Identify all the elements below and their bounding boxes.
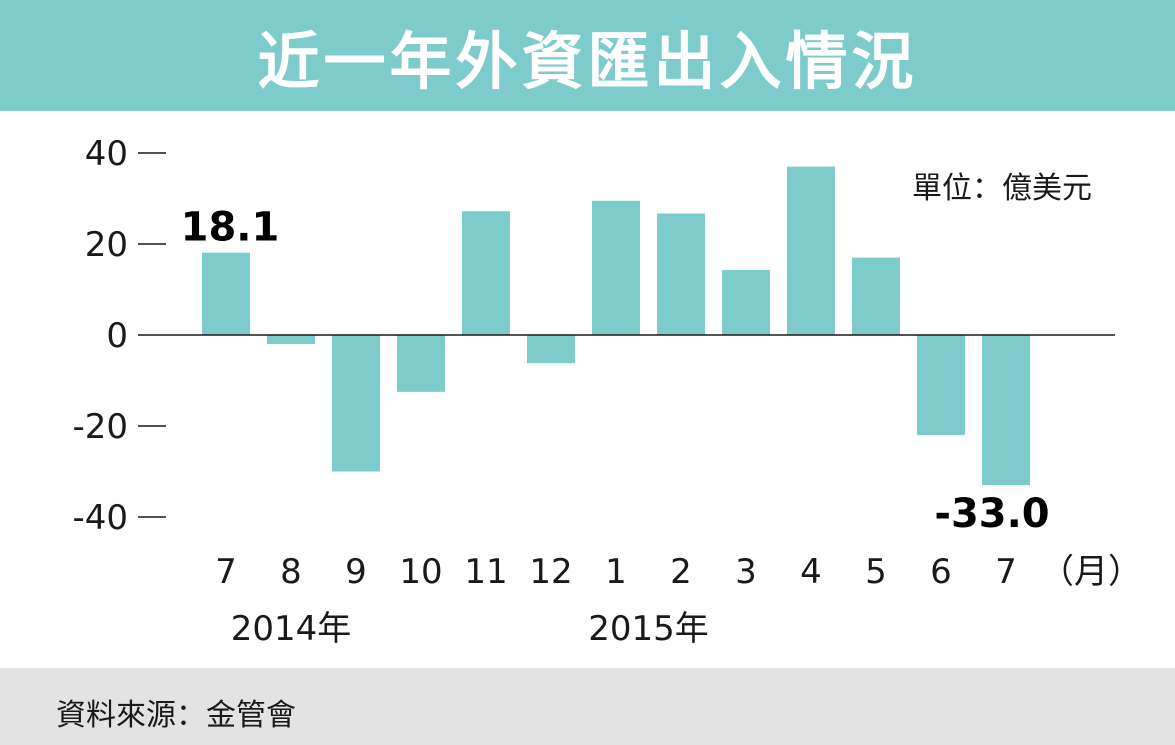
- x-tick-label: 4: [800, 552, 822, 592]
- data-label: -33.0: [934, 491, 1049, 537]
- data-labels: 18.1 -33.0: [181, 205, 1050, 538]
- year-label: 2015年: [588, 609, 709, 649]
- bar-8: [722, 269, 770, 335]
- unit-label: 單位：億美元: [912, 171, 1092, 206]
- bars: [202, 166, 1030, 486]
- x-tick-label: 7: [215, 552, 237, 592]
- bar-5: [527, 335, 575, 364]
- bar-3: [397, 335, 445, 392]
- year-label: 2014年: [231, 609, 352, 649]
- x-tick-label: 11: [464, 552, 507, 592]
- x-tick-label: 1: [605, 552, 627, 592]
- title-bar: 近一年外資匯出入情況: [0, 0, 1175, 111]
- y-axis: 40 20 0 -20 -40: [72, 134, 166, 538]
- x-tick-label: 6: [930, 552, 952, 592]
- bar-11: [917, 335, 965, 436]
- bar-10: [852, 257, 900, 335]
- bar-2: [332, 335, 380, 472]
- x-tick-label: 9: [345, 552, 367, 592]
- y-tick-label: 0: [106, 316, 128, 356]
- y-tick-label: -40: [72, 498, 128, 538]
- bar-6: [592, 200, 640, 335]
- x-tick-label: 10: [399, 552, 442, 592]
- bar-7: [657, 213, 705, 335]
- bar-9: [787, 166, 835, 335]
- x-axis: 7 8 9 10 11 12 1 2 3 4 5 6 7 （月）2014年 2015年: [215, 552, 1142, 649]
- x-tick-label: 12: [529, 552, 572, 592]
- y-tick-label: 40: [85, 134, 128, 174]
- y-tick-label: -20: [72, 407, 128, 447]
- x-tick-label: 7: [995, 552, 1017, 592]
- x-unit-suffix: （月）: [1040, 552, 1142, 592]
- x-tick-label: 5: [865, 552, 887, 592]
- source-label: 資料來源：金管會: [56, 698, 296, 733]
- bar-12: [982, 335, 1030, 486]
- chart-title: 近一年外資匯出入情況: [257, 24, 918, 98]
- data-label: 18.1: [181, 205, 280, 251]
- x-tick-label: 8: [280, 552, 302, 592]
- bar-4: [462, 211, 510, 335]
- footer: 資料來源：金管會: [0, 668, 1175, 745]
- y-tick-label: 20: [85, 225, 128, 265]
- bar-1: [267, 335, 315, 345]
- x-tick-label: 2: [670, 552, 692, 592]
- x-tick-label: 3: [735, 552, 757, 592]
- bar-0: [202, 252, 250, 335]
